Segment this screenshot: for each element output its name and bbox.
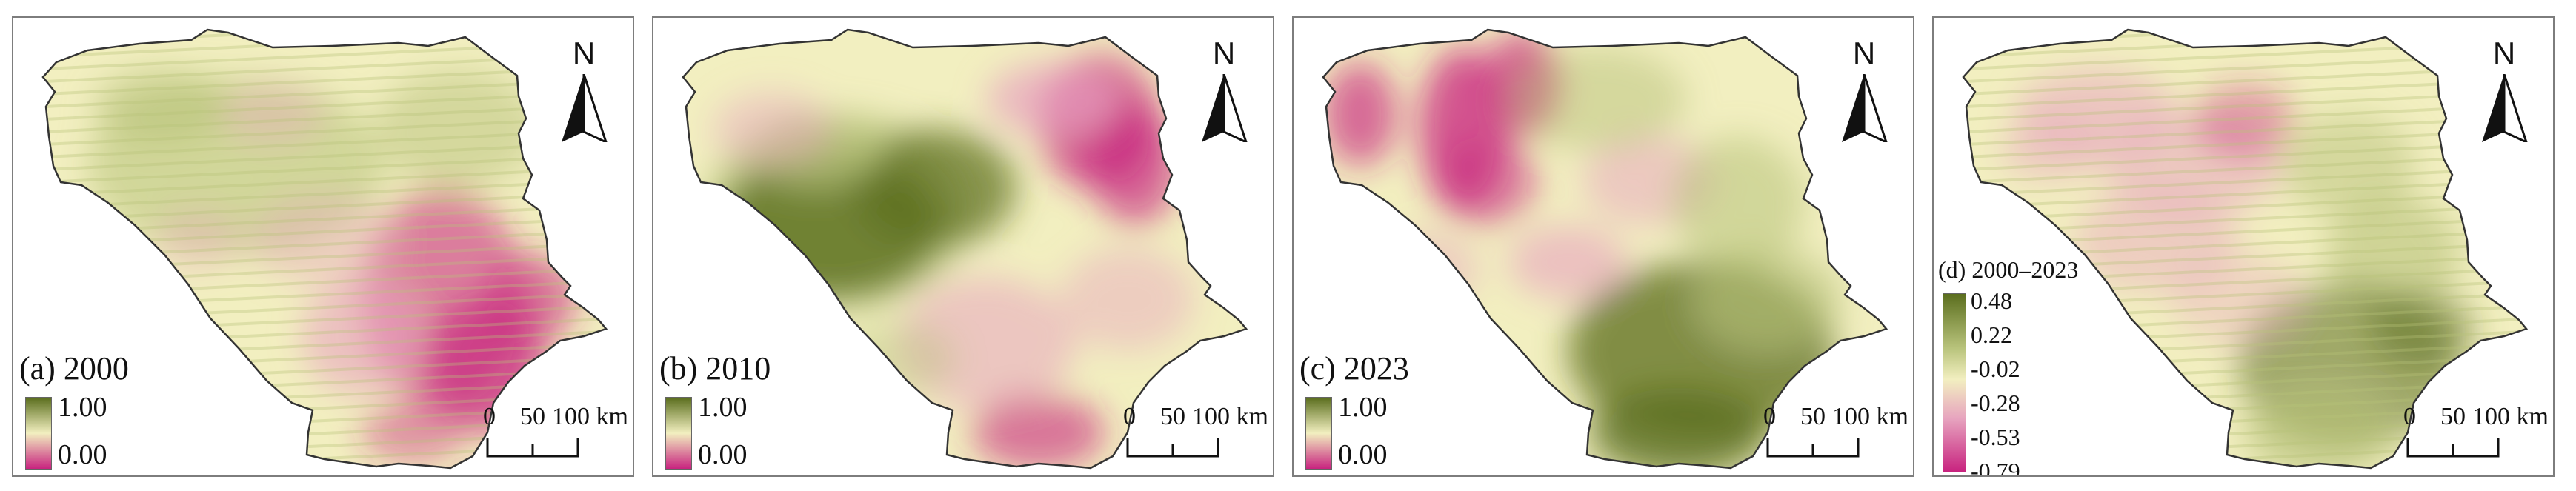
map-c xyxy=(1322,28,1888,470)
legend-colorbar xyxy=(25,397,52,470)
panel-label: (c) 2023 xyxy=(1299,350,1409,387)
map-panel-b: N (b) 2010 1.00 0.00 0 50 100 km xyxy=(652,16,1274,477)
legend-max: 1.00 xyxy=(58,392,107,423)
scale-bar: 0 50 100 km xyxy=(1754,403,1908,470)
legend-colorbar xyxy=(665,397,692,470)
legend-tick: 0.48 xyxy=(1971,287,2012,314)
panel-label: (d) 2000–2023 xyxy=(1938,256,2079,283)
scale-bar: 0 50 100 km xyxy=(2394,403,2549,470)
legend-tick: -0.02 xyxy=(1971,355,2020,382)
region-boundary xyxy=(1322,28,1888,470)
legend-max: 1.00 xyxy=(698,392,748,423)
map-b xyxy=(682,28,1248,470)
legend-min: 0.00 xyxy=(698,439,748,470)
region-boundary xyxy=(41,28,608,470)
legend-max: 1.00 xyxy=(1338,392,1388,423)
legend-tick: -0.28 xyxy=(1971,390,2020,416)
north-arrow: N xyxy=(2471,36,2537,147)
legend-min: 0.00 xyxy=(58,439,107,470)
north-arrow: N xyxy=(1191,36,1257,147)
panel-label: (a) 2000 xyxy=(19,350,129,387)
north-label: N xyxy=(572,36,596,70)
scale-bar: 0 50 100 km xyxy=(474,403,628,470)
panel-label: (b) 2010 xyxy=(659,350,771,387)
north-label: N xyxy=(2492,36,2516,70)
legend-tick: -0.53 xyxy=(1971,424,2020,450)
map-panel-d: N (d) 2000–2023 0.48 0.22 -0.02 -0.28 -0… xyxy=(1932,16,2555,477)
north-arrow: N xyxy=(1831,36,1897,147)
legend-colorbar xyxy=(1305,397,1332,470)
legend-colorbar xyxy=(1943,293,1966,472)
north-label: N xyxy=(1852,36,1876,70)
legend-tick: 0.22 xyxy=(1971,321,2012,348)
legend-min: 0.00 xyxy=(1338,439,1388,470)
legend-tick: -0.79 xyxy=(1971,458,2020,477)
north-label: N xyxy=(1212,36,1236,70)
region-boundary xyxy=(682,28,1248,470)
scale-bar: 0 50 100 km xyxy=(1114,403,1268,470)
north-arrow: N xyxy=(550,36,617,147)
map-d xyxy=(1962,28,2529,470)
map-panel-a: N (a) 2000 1.00 0.00 0 50 100 km xyxy=(12,16,634,477)
region-boundary xyxy=(1962,28,2529,470)
map-panel-c: N (c) 2023 1.00 0.00 0 50 100 km xyxy=(1292,16,1914,477)
map-a xyxy=(41,28,608,470)
